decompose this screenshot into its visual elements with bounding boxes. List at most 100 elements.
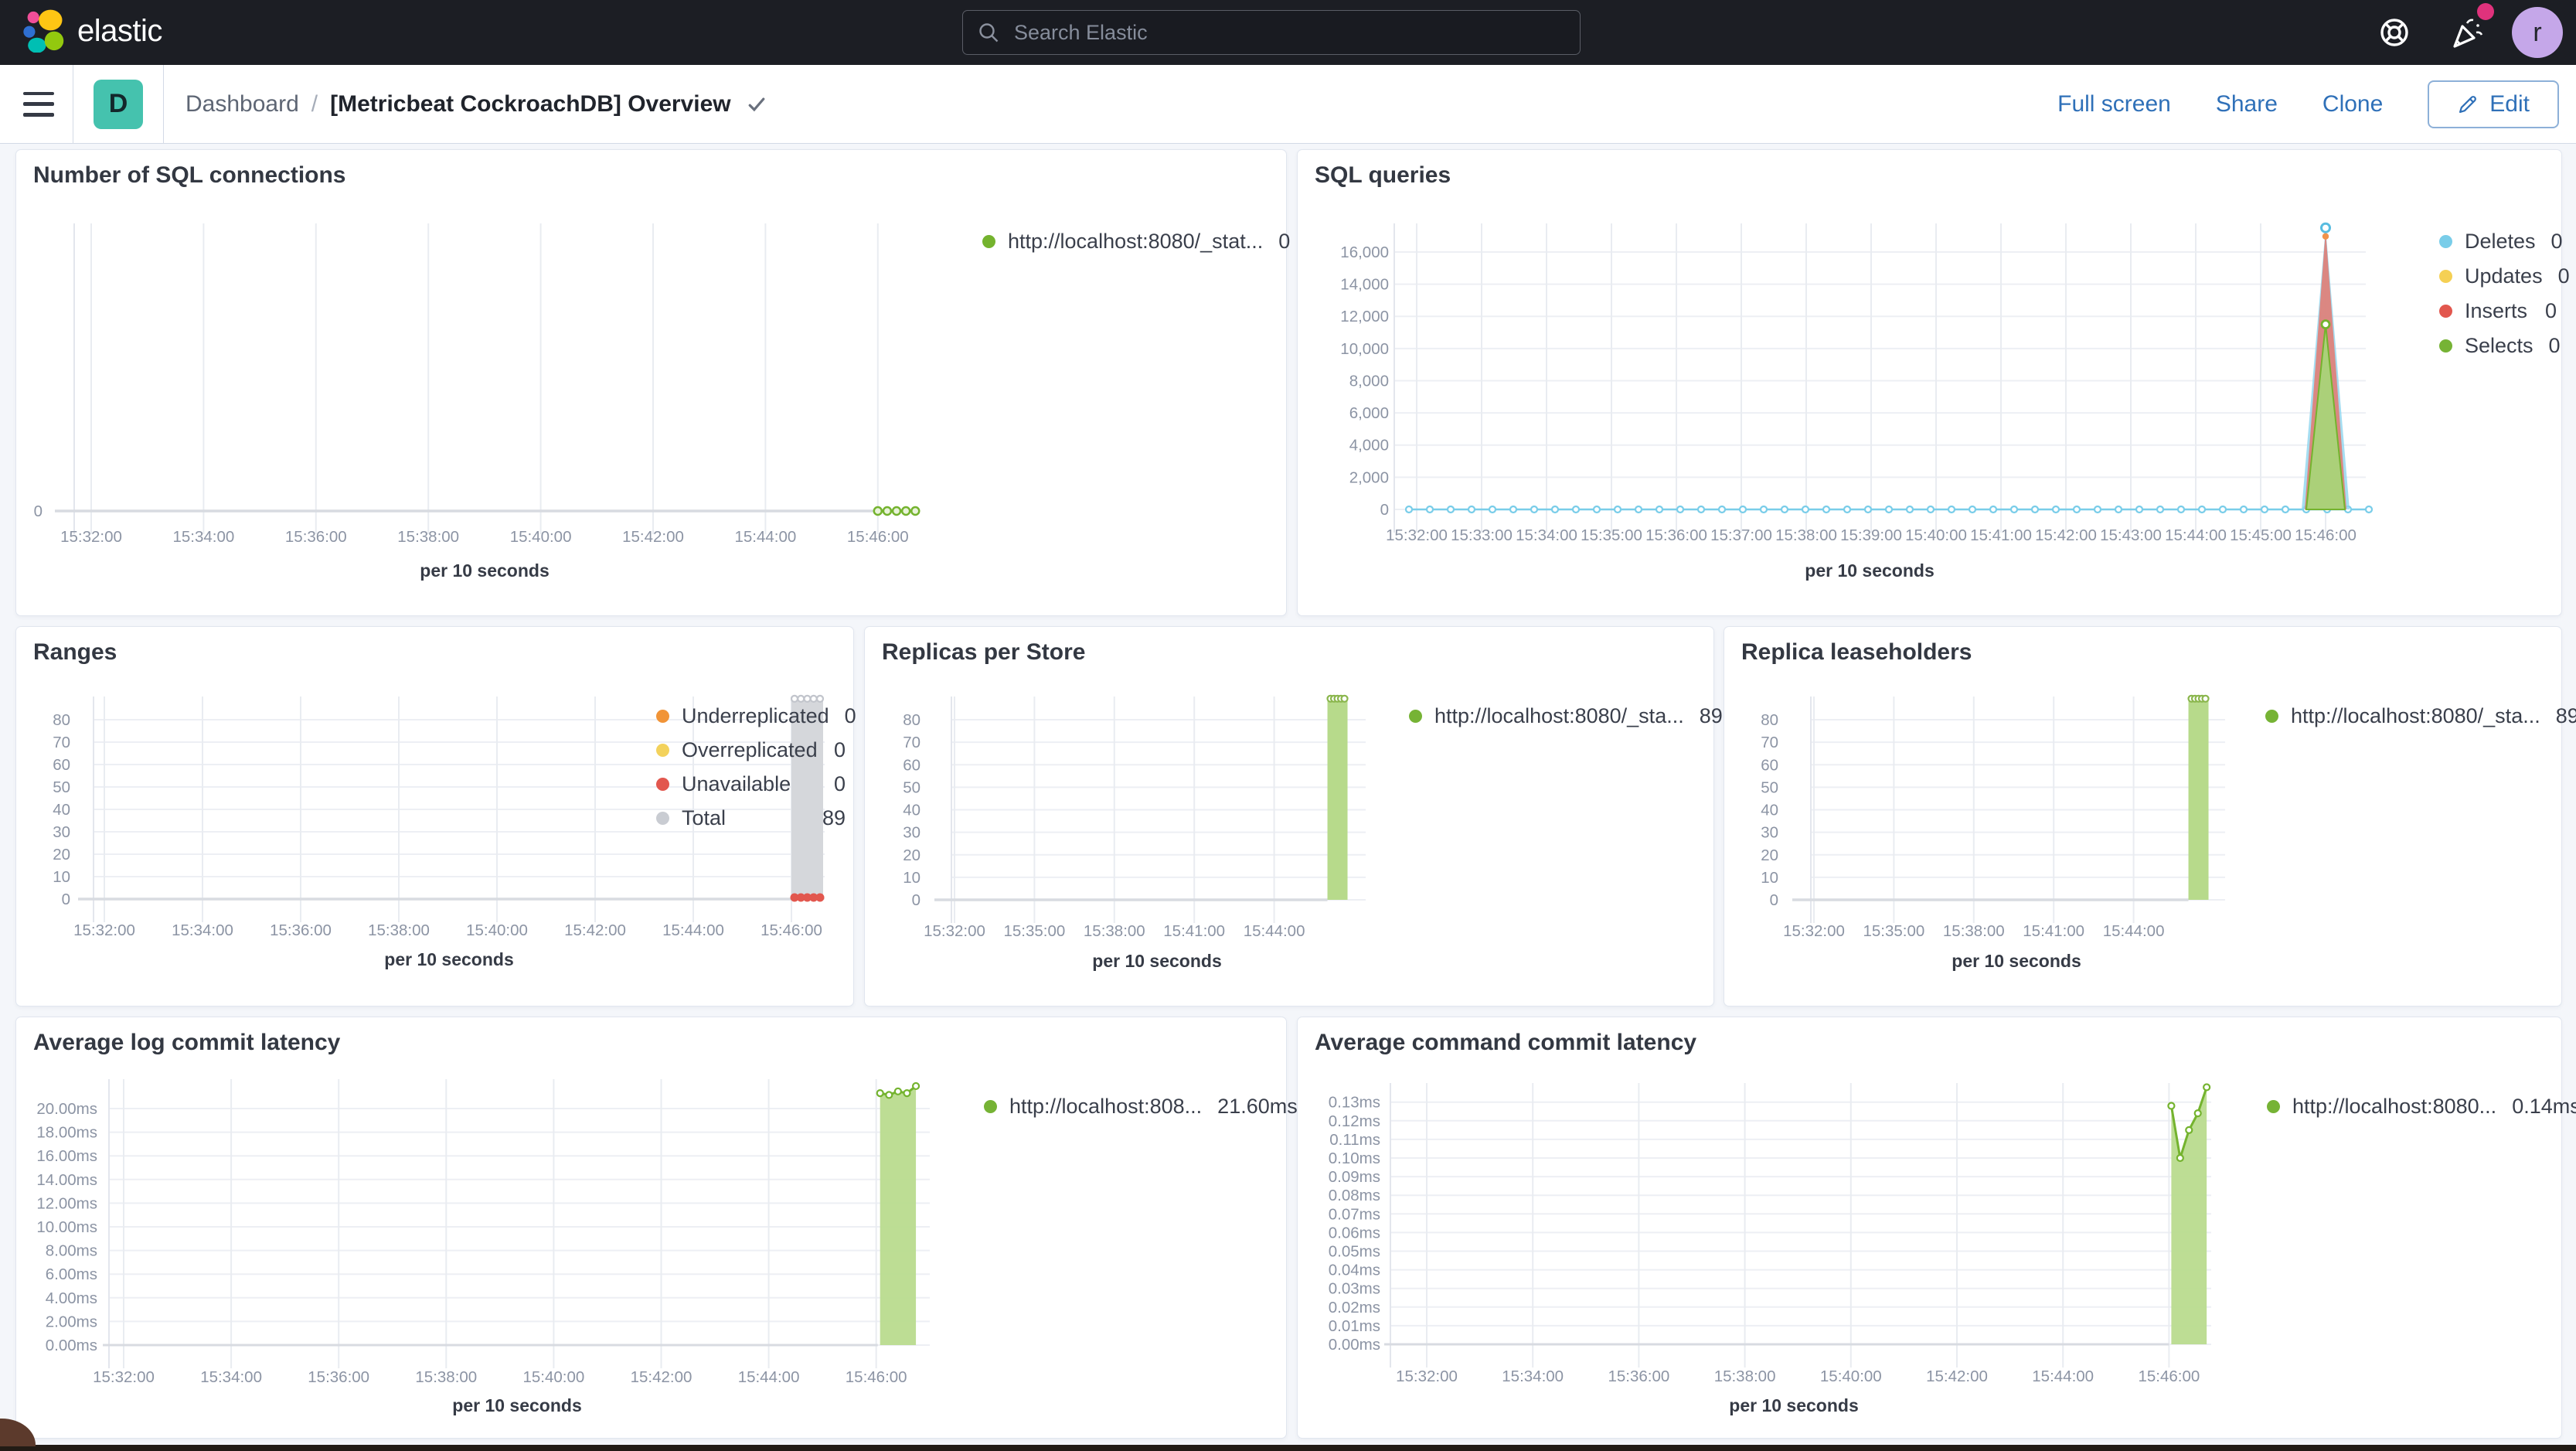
svg-text:2.00ms: 2.00ms	[46, 1313, 97, 1330]
title-check-icon[interactable]	[745, 93, 768, 116]
pencil-icon	[2459, 95, 2477, 113]
legend-item[interactable]: Total 89	[656, 801, 846, 835]
svg-text:2,000: 2,000	[1349, 468, 1389, 486]
svg-text:70: 70	[903, 734, 920, 751]
dashboard-badge[interactable]: D	[94, 79, 143, 129]
svg-text:60: 60	[53, 756, 70, 774]
legend: http://localhost:8080/_stat... 0	[982, 224, 1290, 258]
svg-text:0: 0	[912, 891, 920, 909]
svg-text:per 10 seconds: per 10 seconds	[1805, 560, 1934, 581]
legend-item[interactable]: Inserts 0	[2439, 294, 2557, 329]
global-search[interactable]	[962, 10, 1581, 55]
legend: Deletes 0 Updates 0 Inserts 0 Selects 0	[2439, 224, 2570, 363]
legend-dot-icon	[984, 1099, 997, 1113]
edit-button[interactable]: Edit	[2428, 80, 2559, 128]
svg-text:0: 0	[62, 891, 70, 908]
svg-text:0.11ms: 0.11ms	[1329, 1131, 1380, 1149]
svg-text:8,000: 8,000	[1349, 372, 1389, 390]
legend-item[interactable]: http://localhost:8080... 0.14ms	[2267, 1089, 2576, 1123]
svg-text:15:32:00: 15:32:00	[924, 922, 985, 940]
dashboard-toolbar: D Dashboard / [Metricbeat CockroachDB] O…	[0, 64, 2576, 144]
legend-item[interactable]: http://localhost:8080/_sta... 89	[1409, 699, 1723, 733]
svg-text:15:46:00: 15:46:00	[2138, 1368, 2200, 1385]
svg-text:15:40:00: 15:40:00	[510, 528, 572, 546]
elastic-logo-icon	[23, 9, 64, 53]
svg-text:15:43:00: 15:43:00	[2100, 526, 2162, 544]
svg-text:10.00ms: 10.00ms	[36, 1218, 97, 1236]
svg-text:15:34:00: 15:34:00	[1516, 526, 1577, 544]
svg-text:0.00ms: 0.00ms	[46, 1337, 97, 1354]
svg-text:15:44:00: 15:44:00	[662, 921, 724, 939]
page-title: [Metricbeat CockroachDB] Overview	[330, 90, 731, 117]
svg-text:50: 50	[903, 778, 920, 796]
legend-value: 21.60ms	[1217, 1094, 1298, 1118]
legend-item[interactable]: Overreplicated 0	[656, 733, 846, 767]
legend-item[interactable]: http://localhost:8080/_stat... 0	[982, 224, 1290, 258]
svg-text:0.12ms: 0.12ms	[1329, 1112, 1380, 1130]
svg-text:15:40:00: 15:40:00	[1905, 526, 1967, 544]
help-icon[interactable]	[2374, 12, 2414, 53]
panel-replicas-per-store: Replicas per Store 0 10 20 30 40 50 60 70 80 15:3…	[864, 626, 1723, 1007]
clone-button[interactable]: Clone	[2322, 90, 2384, 117]
svg-text:15:38:00: 15:38:00	[1714, 1368, 1776, 1385]
svg-text:0.13ms: 0.13ms	[1329, 1094, 1380, 1112]
svg-text:15:34:00: 15:34:00	[200, 1368, 262, 1386]
legend-item[interactable]: http://localhost:8080/_sta... 89	[2265, 699, 2576, 733]
svg-text:15:32:00: 15:32:00	[1783, 922, 1845, 940]
svg-text:15:44:00: 15:44:00	[734, 528, 796, 546]
menu-icon[interactable]	[23, 91, 54, 117]
svg-text:15:37:00: 15:37:00	[1710, 526, 1772, 544]
svg-text:15:40:00: 15:40:00	[522, 1368, 584, 1386]
search-input[interactable]	[1012, 19, 1566, 46]
elastic-logo[interactable]: elastic	[22, 9, 162, 53]
svg-text:15:46:00: 15:46:00	[846, 1368, 907, 1386]
full-screen-button[interactable]: Full screen	[2057, 90, 2171, 117]
svg-text:30: 30	[903, 824, 920, 842]
user-avatar[interactable]: r	[2512, 7, 2563, 58]
panel-title: Average log commit latency	[33, 1030, 341, 1055]
legend-value: 0	[1278, 229, 1291, 253]
badge-letter: D	[108, 89, 128, 118]
svg-text:15:36:00: 15:36:00	[270, 921, 332, 939]
legend-item[interactable]: Selects 0	[2439, 329, 2561, 363]
panel-title: Ranges	[33, 639, 117, 665]
avatar-initial: r	[2533, 17, 2542, 47]
svg-text:15:44:00: 15:44:00	[2103, 922, 2165, 940]
panel-ranges: Ranges 0 10 20 30 40 50 60 70 80 15:32:00 15:34:00…	[15, 626, 856, 1007]
svg-text:80: 80	[1761, 711, 1778, 729]
svg-text:15:32:00: 15:32:00	[60, 528, 122, 546]
sql-connections-chart: 0 15:32:00 15:34:00 15:36:00 15:38:00 15:40:0…	[34, 223, 920, 581]
legend-item[interactable]: Unavailable 0	[656, 767, 846, 801]
newsfeed-icon[interactable]	[2447, 12, 2487, 53]
svg-text:6.00ms: 6.00ms	[46, 1265, 97, 1283]
svg-text:15:34:00: 15:34:00	[1502, 1368, 1564, 1385]
legend-value: 0	[844, 703, 856, 727]
svg-text:16,000: 16,000	[1340, 244, 1389, 261]
svg-text:20: 20	[1761, 846, 1778, 864]
search-icon	[979, 23, 999, 43]
svg-text:14,000: 14,000	[1340, 276, 1389, 294]
svg-text:15:46:00: 15:46:00	[847, 528, 909, 546]
legend-dot-icon	[2267, 1099, 2280, 1113]
svg-text:15:35:00: 15:35:00	[1581, 526, 1642, 544]
breadcrumb-dashboard[interactable]: Dashboard	[185, 90, 299, 117]
legend-item[interactable]: http://localhost:808... 21.60ms	[984, 1089, 1298, 1123]
svg-text:15:39:00: 15:39:00	[1840, 526, 1902, 544]
ranges-chart: 0 10 20 30 40 50 60 70 80 15:32:00 15:34:00 15:36:0…	[53, 694, 825, 969]
svg-text:15:42:00: 15:42:00	[1926, 1368, 1988, 1385]
share-button[interactable]: Share	[2215, 90, 2278, 117]
svg-text:40: 40	[903, 802, 920, 819]
svg-text:50: 50	[53, 778, 70, 796]
svg-text:15:42:00: 15:42:00	[2035, 526, 2097, 544]
svg-text:15:35:00: 15:35:00	[1003, 922, 1065, 940]
svg-text:60: 60	[1761, 756, 1778, 774]
panel-replica-leaseholders: Replica leaseholders 0 10 20 30 40 50 60 70 80 15…	[1724, 626, 2576, 1007]
svg-text:15:42:00: 15:42:00	[622, 528, 684, 546]
legend-item[interactable]: Updates 0	[2439, 259, 2570, 294]
legend-item[interactable]: Underreplicated 0	[656, 699, 856, 733]
svg-text:per 10 seconds: per 10 seconds	[1729, 1395, 1858, 1415]
legend-item[interactable]: Deletes 0	[2439, 224, 2563, 259]
legend: http://localhost:8080/_sta... 89	[2265, 699, 2576, 733]
svg-text:15:32:00: 15:32:00	[1386, 526, 1448, 544]
panel-command-commit-latency: Average command commit latency 0.00ms 0.0…	[1297, 1017, 2576, 1439]
